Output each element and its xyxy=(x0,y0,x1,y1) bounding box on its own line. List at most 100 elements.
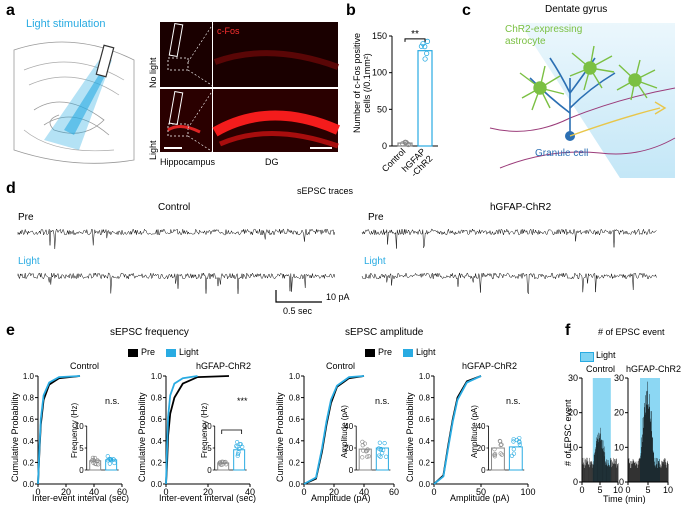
e-inset-ytick-label: 10 xyxy=(75,422,84,431)
e-xtick-label: 0 xyxy=(301,487,306,497)
e-ytick-label: 0.0 xyxy=(151,480,163,489)
e2-xlabel: Inter-event interval (sec) xyxy=(159,493,257,503)
trace-scale-bar xyxy=(275,290,322,303)
e-inset-point xyxy=(377,453,382,458)
legend-pre-swatch-1 xyxy=(128,349,138,357)
e-inset-point xyxy=(498,442,503,448)
b-ytick-label: 100 xyxy=(372,68,387,78)
e-inset-point xyxy=(378,446,384,452)
f-ytick-label: 20 xyxy=(568,408,578,418)
e-ytick-label: 0.4 xyxy=(151,437,163,446)
e-inset-point xyxy=(492,447,497,452)
e-inset-point xyxy=(223,459,228,465)
legend-pre-swatch-2 xyxy=(365,349,375,357)
col-label-hippocampus: Hippocampus xyxy=(160,157,216,167)
e4-sig: n.s. xyxy=(506,396,521,406)
e3-title: Control xyxy=(326,361,356,371)
legend-light-1: Light xyxy=(179,347,199,357)
e-inset-ytick-label: 0 xyxy=(349,466,354,475)
e-inset-point xyxy=(514,437,519,443)
f-xlabel: Time (min) xyxy=(603,494,646,504)
f-legend-light-swatch xyxy=(580,352,594,362)
panel-f-title: # of EPSC event xyxy=(598,327,665,337)
f-ytick-label: 10 xyxy=(614,442,624,452)
e-ytick-label: 1.0 xyxy=(23,372,35,381)
e-inset-point xyxy=(218,462,224,467)
e-inset-ytick-label: 10 xyxy=(203,422,212,431)
f-ytick-label: 10 xyxy=(568,442,578,452)
b-ytick-label: 0 xyxy=(382,141,387,151)
panel-label-e: e xyxy=(6,322,15,339)
e-inset-point xyxy=(217,460,222,465)
e-series-light xyxy=(37,375,81,485)
e-inset-point xyxy=(111,457,116,462)
f-xtick-label: 0 xyxy=(579,485,584,495)
e4-title: hGFAP-ChR2 xyxy=(462,361,518,371)
e-inset-point xyxy=(511,451,517,456)
e-xtick-label: 40 xyxy=(245,487,255,497)
e-inset-point xyxy=(382,441,387,446)
e-ytick-label: 0.6 xyxy=(151,415,163,424)
e3-xlabel: Amplitude (pA) xyxy=(311,493,371,503)
f-xtick-label: 5 xyxy=(597,485,602,495)
e-ytick-label: 1.0 xyxy=(419,372,431,381)
legend-pre-2: Pre xyxy=(378,347,393,357)
micrograph-hippo-nolight xyxy=(160,22,212,87)
e-ytick-label: 1.0 xyxy=(151,372,163,381)
e-inset-ytick-label: 20 xyxy=(477,444,486,453)
trace-control-pre xyxy=(17,228,336,250)
amp-title: sEPSC amplitude xyxy=(345,327,424,338)
e-inset-point xyxy=(377,440,382,445)
f2-title: hGFAP-ChR2 xyxy=(626,364,682,374)
f-ytick-label: 30 xyxy=(614,373,624,383)
e-inset-point xyxy=(498,451,503,456)
astrocyte-label: ChR2-expressing astrocyte xyxy=(505,24,583,47)
f-ytick-label: 20 xyxy=(614,408,624,418)
e-ytick-label: 0.0 xyxy=(289,480,301,489)
e-inset-point xyxy=(499,452,504,457)
e-xtick-label: 40 xyxy=(359,487,369,497)
brain-schematic xyxy=(13,41,135,164)
d-light-control: Light xyxy=(18,256,40,267)
e-inset-ytick-label: 5 xyxy=(207,444,212,453)
e-inset-bar xyxy=(233,449,246,471)
e4-xlabel: Amplitude (pA) xyxy=(450,493,510,503)
d-group-control: Control xyxy=(158,202,191,213)
e-inset-point xyxy=(517,440,522,445)
e-ytick-label: 0.8 xyxy=(151,394,163,403)
e-inset-point xyxy=(235,439,240,445)
light-stimulation-label: Light stimulation xyxy=(26,18,106,30)
e-inset-point xyxy=(380,451,385,456)
e-series-light xyxy=(303,375,365,485)
f-xtick-label: 0 xyxy=(625,485,630,495)
e-inset-point xyxy=(107,461,112,466)
e-ytick-label: 0.6 xyxy=(289,415,301,424)
e-xtick-label: 20 xyxy=(203,487,213,497)
col-label-dg: DG xyxy=(265,157,279,167)
e-xtick-label: 40 xyxy=(89,487,99,497)
e-inset-point xyxy=(511,439,516,444)
e-series-light xyxy=(165,375,198,485)
e-xtick-label: 20 xyxy=(61,487,71,497)
e-ytick-label: 0.4 xyxy=(289,437,301,446)
e-ytick-label: 1.0 xyxy=(289,372,301,381)
b-ytick-label: 150 xyxy=(372,31,387,41)
e-inset-point xyxy=(497,438,502,444)
e-ytick-label: 0.2 xyxy=(151,458,163,467)
e-inset-point xyxy=(235,451,241,457)
e-inset-point xyxy=(240,444,245,449)
b-point xyxy=(422,44,428,50)
e-inset-point xyxy=(492,452,497,457)
e-inset-bar xyxy=(491,447,505,471)
f-ytick-label: 0 xyxy=(619,477,624,487)
b-sig-bracket xyxy=(404,38,426,42)
e-inset-point xyxy=(92,455,98,461)
e-ytick-label: 0.2 xyxy=(23,458,35,467)
e-inset-ytick-label: 0 xyxy=(207,466,212,475)
e-inset-point xyxy=(511,447,516,452)
e-ytick-label: 0.2 xyxy=(419,458,431,467)
cfos-label: c-Fos xyxy=(217,26,240,36)
panel-label-c: c xyxy=(462,2,471,19)
